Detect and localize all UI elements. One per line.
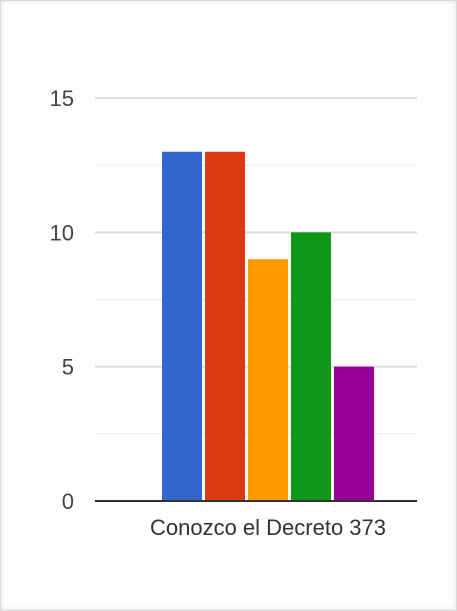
- bar: [291, 232, 331, 502]
- y-tick-label: 10: [50, 220, 74, 245]
- bar: [162, 151, 202, 501]
- bar: [334, 366, 374, 501]
- y-axis-ticks: 0 5 10 15: [50, 86, 74, 514]
- bar: [248, 259, 288, 501]
- y-tick-label: 0: [62, 489, 74, 514]
- category-label: Conozco el Decreto 373: [150, 515, 386, 540]
- y-tick-label: 5: [62, 355, 74, 380]
- bar: [205, 151, 245, 501]
- y-tick-label: 15: [50, 86, 74, 111]
- bars: [162, 151, 374, 502]
